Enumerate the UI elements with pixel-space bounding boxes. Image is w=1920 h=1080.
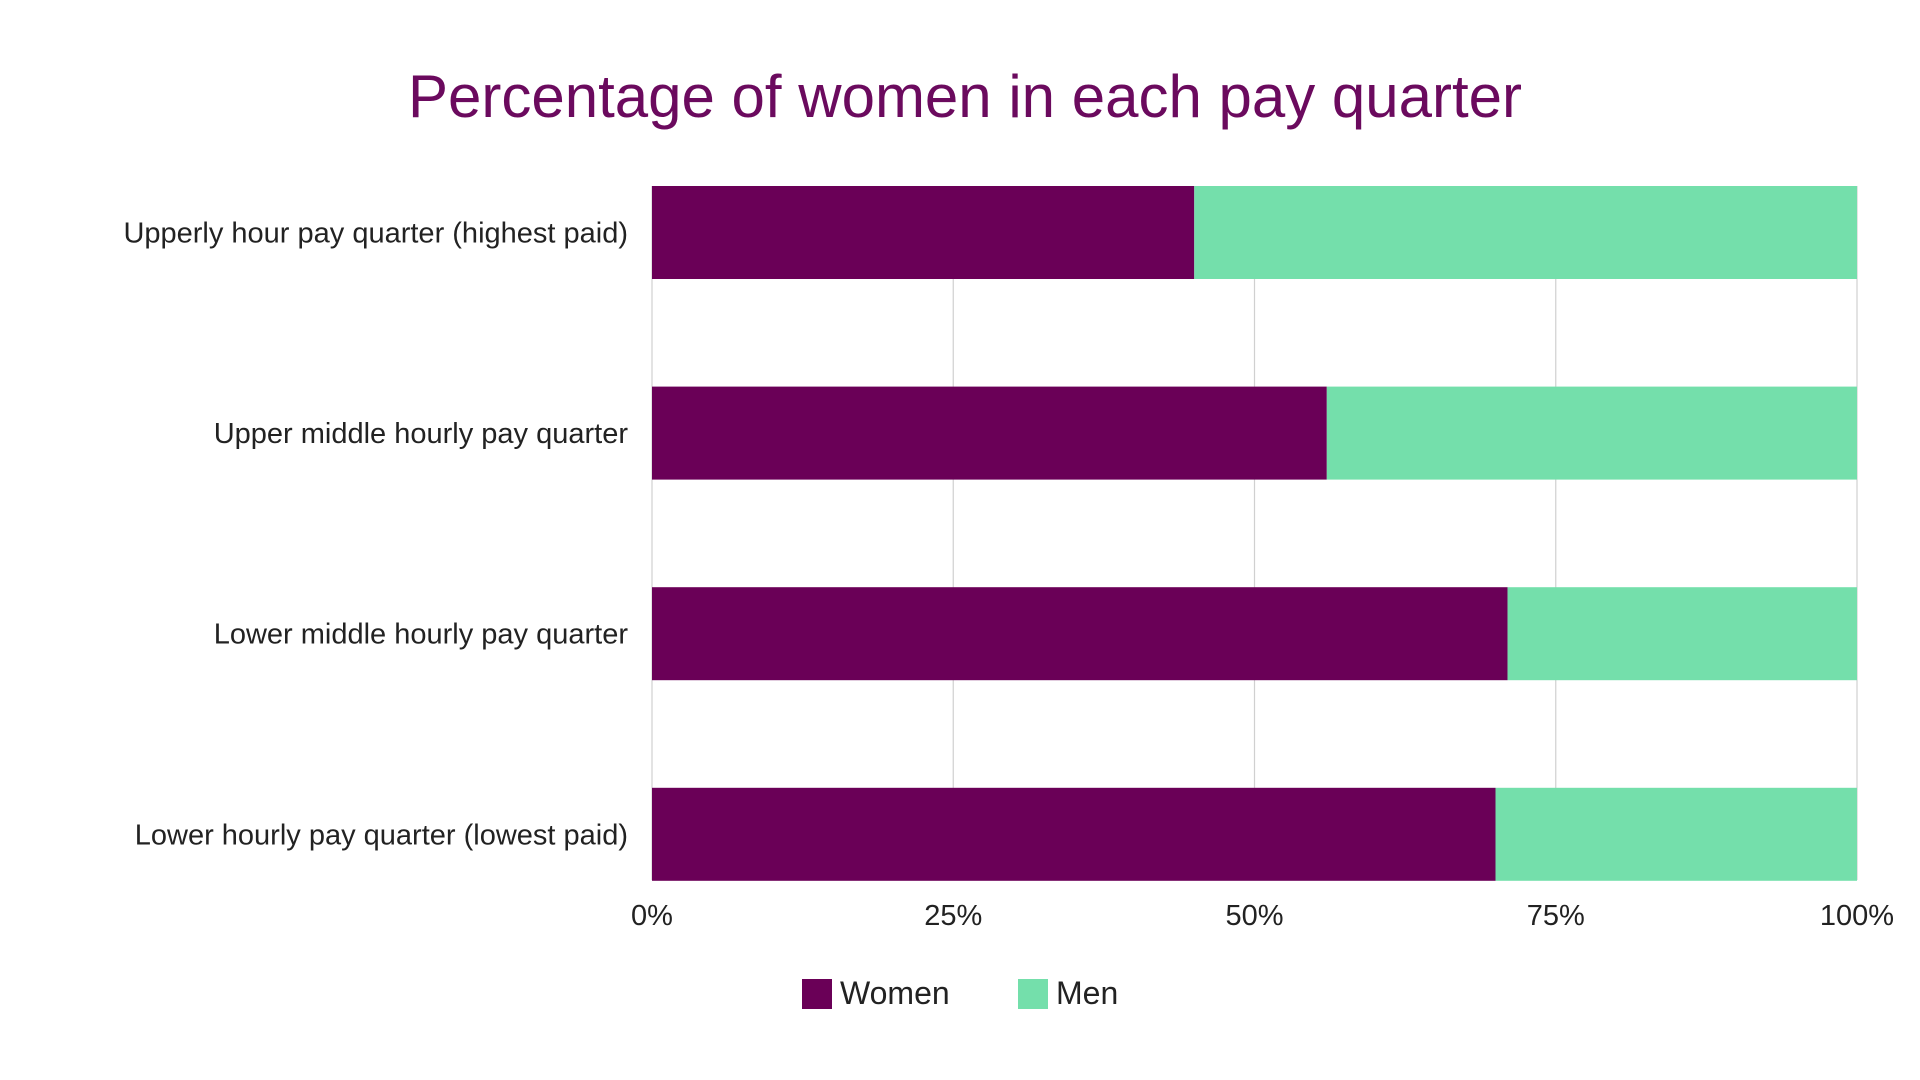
category-label: Lower middle hourly pay quarter: [214, 619, 629, 651]
legend-swatch-women: [802, 978, 832, 1009]
x-tick-label: 25%: [924, 900, 982, 932]
x-tick-label: 0%: [631, 900, 673, 932]
bar-women: [652, 186, 1195, 279]
x-tick-label: 75%: [1527, 900, 1585, 932]
bar-men: [1326, 386, 1857, 480]
chart-title: Percentage of women in each pay quarter: [407, 63, 1522, 130]
legend-item-men: Men: [1018, 975, 1118, 1012]
legend-swatch-men: [1018, 978, 1048, 1009]
bar-men: [1495, 787, 1857, 881]
legend: Women Men: [0, 975, 1920, 1019]
bar-women: [652, 787, 1496, 881]
category-label: Upperly hour pay quarter (highest paid): [123, 218, 628, 250]
x-tick-label: 100%: [1820, 900, 1894, 932]
bar-women: [652, 386, 1327, 480]
category-label: Lower hourly pay quarter (lowest paid): [135, 819, 628, 851]
legend-label-men: Men: [1056, 975, 1119, 1011]
legend-label-women: Women: [840, 975, 950, 1011]
legend-item-women: Women: [802, 975, 950, 1012]
bar-women: [652, 587, 1508, 681]
category-label: Upper middle hourly pay quarter: [214, 418, 629, 450]
bar-men: [1194, 186, 1857, 279]
bar-men: [1507, 587, 1857, 681]
x-tick-label: 50%: [1225, 900, 1283, 932]
